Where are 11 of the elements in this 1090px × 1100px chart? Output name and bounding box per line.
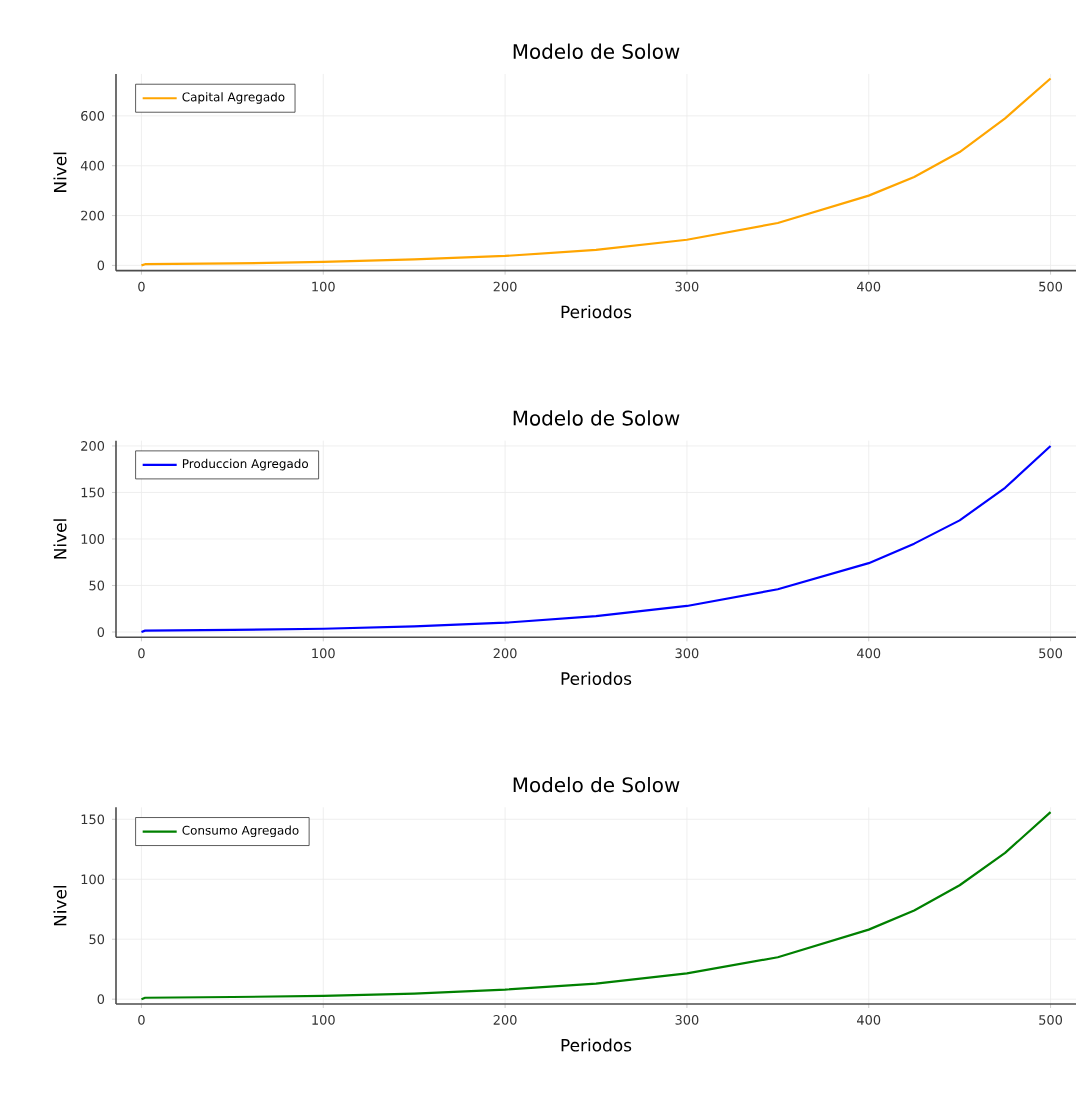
y-axis-title: Nivel [53,519,67,559]
x-axis-title: Periodos [561,1038,632,1052]
y-axis-title: Nivel [53,885,67,926]
line-series [140,811,1052,1001]
x-axis-title: Periodos [561,305,632,319]
x-axis-title: Periodos [561,671,632,685]
chart-title: Modelo de Solow [513,776,680,793]
line-series [140,77,1052,267]
chart-title: Modelo de Solow [513,410,680,426]
y-axis-title: Nivel [53,152,67,192]
chart-title: Modelo de Solow [513,43,680,59]
